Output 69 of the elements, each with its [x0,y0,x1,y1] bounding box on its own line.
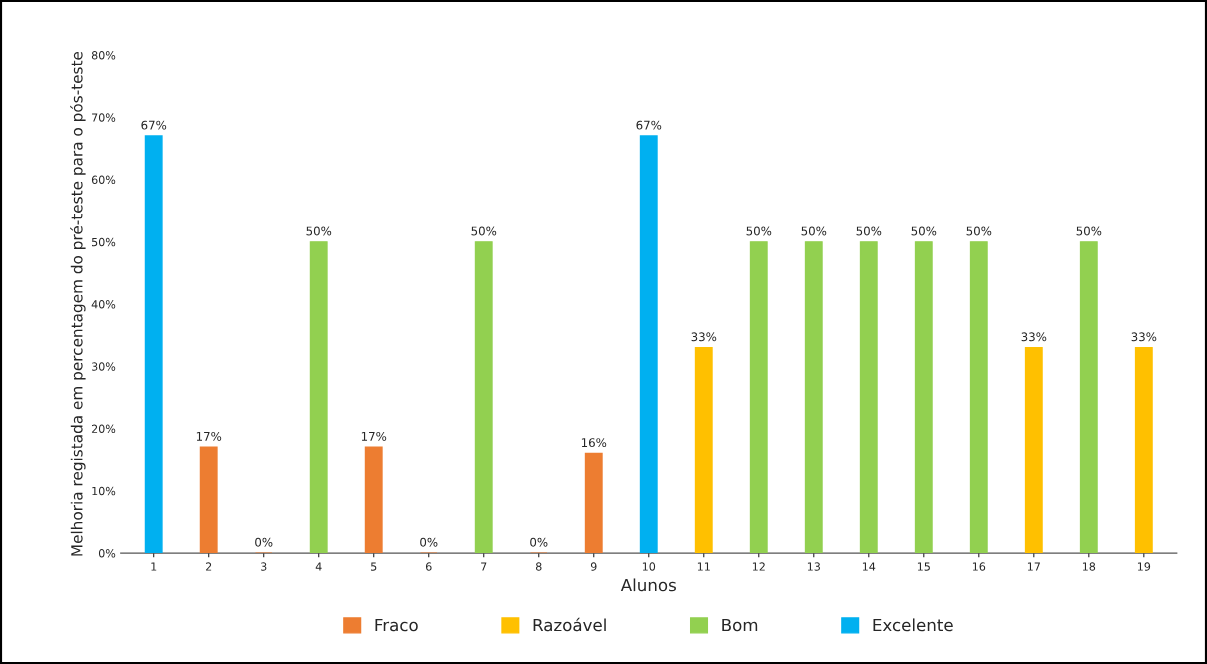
legend-label: Fraco [375,618,418,632]
data-label: 16% [581,438,607,448]
x-tick-label: 3 [261,562,267,571]
y-tick-label: 60% [91,175,116,184]
x-tick-label: 8 [535,562,542,571]
data-label: 50% [1076,226,1102,236]
data-label: 0% [530,537,548,547]
x-tick-label: 2 [205,562,212,571]
bar [969,241,988,554]
x-tick-label: 19 [1137,562,1151,571]
x-tick-label: 10 [642,562,656,571]
bar [364,446,383,554]
data-label: 0% [420,537,438,547]
bar [749,241,768,554]
bar [859,241,878,554]
x-tick-label: 16 [972,562,986,571]
data-label: 50% [856,226,882,236]
data-label: 50% [801,226,827,236]
x-tick-label: 11 [697,562,710,571]
y-tick-label: 0% [98,549,116,558]
y-tick-label: 30% [91,362,116,371]
data-label: 33% [1131,332,1157,342]
legend-label: Excelente [873,618,953,632]
bar [584,452,603,554]
x-tick-label: 7 [481,562,487,571]
y-axis-title: Melhoria registada em percentagem do pré-teste para o pós-teste [70,51,86,556]
bar [804,241,823,554]
bar [1024,346,1043,554]
y-tick-label: 70% [92,113,116,122]
x-tick-label: 4 [315,562,322,571]
x-tick-label: 12 [752,562,765,571]
y-tick-label: 40% [91,300,116,309]
x-tick-label: 1 [151,562,157,571]
bar [639,135,658,554]
y-tick-label: 20% [91,424,116,433]
bar [914,241,933,554]
data-label: 33% [691,332,717,342]
legend-label: Razoável [533,617,606,632]
bar [309,241,328,554]
data-label: 50% [471,226,497,236]
data-label: 33% [1021,332,1047,342]
data-label: 50% [966,226,992,236]
data-label: 0% [255,537,273,547]
bar [144,135,163,554]
data-label: 67% [636,120,662,130]
x-tick-label: 9 [590,562,597,571]
x-tick-label: 15 [917,562,930,571]
x-tick-label: 17 [1027,562,1040,571]
data-label: 17% [196,431,222,441]
bar [1079,241,1098,554]
data-label: 50% [306,226,332,236]
x-tick-label: 6 [425,562,432,571]
x-axis-title: Alunos [620,578,676,592]
x-tick-label: 13 [807,562,820,571]
data-label: 67% [141,120,167,130]
bar [474,241,493,554]
x-tick-label: 14 [862,562,876,571]
data-label: 17% [361,431,387,441]
bar [199,446,218,554]
y-tick-label: 10% [92,486,116,496]
x-tick-label: 18 [1082,562,1096,571]
bar [694,346,713,554]
data-label: 50% [746,226,772,236]
y-tick-label: 80% [91,51,116,60]
x-tick-label: 5 [371,562,377,571]
legend-label: Bom [722,618,758,632]
bar [1134,346,1153,554]
data-label: 50% [911,226,937,236]
y-tick-label: 50% [92,237,116,247]
